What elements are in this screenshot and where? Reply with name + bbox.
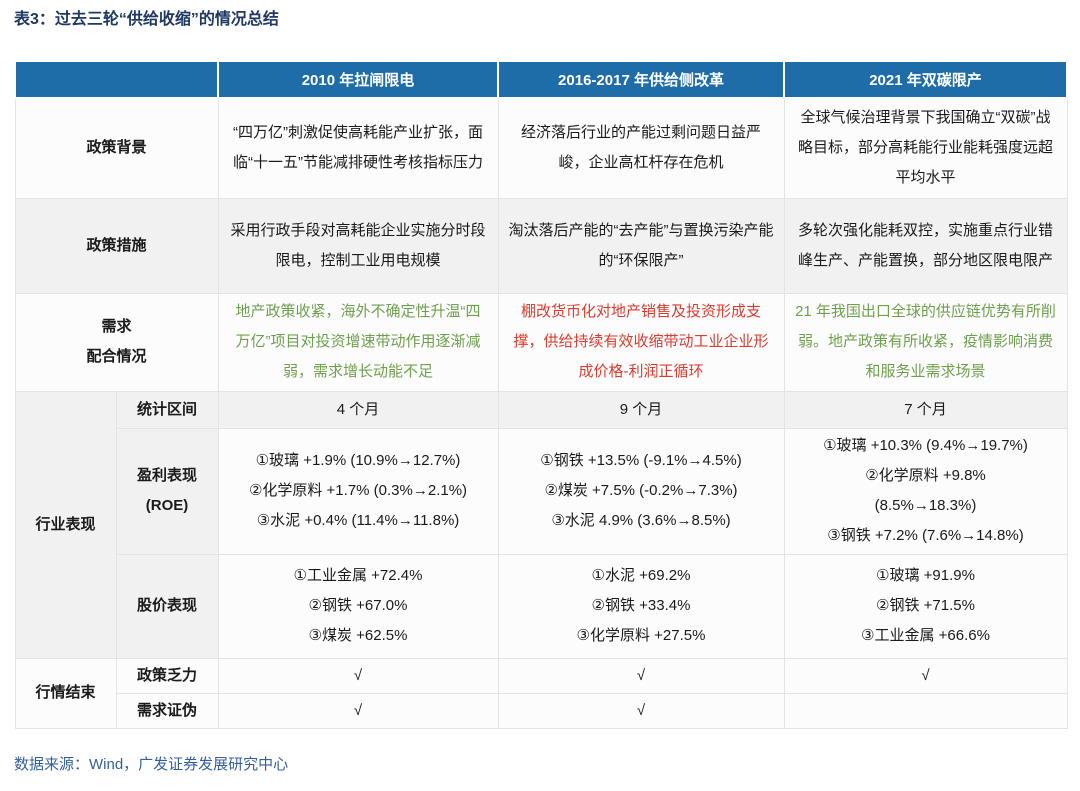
cell-stat-period-2010: 4 个月 [217, 390, 499, 429]
report-page: 表3：过去三轮“供给收缩”的情况总结 2010 年拉闸限电 2016-2017 … [14, 11, 1068, 773]
header-row: 2010 年拉闸限电 2016-2017 年供给侧改革 2021 年双碳限产 [14, 60, 1068, 99]
cell-policy-background-2010: “四万亿”刺激促使高耗能产业扩张，面临“十一五”节能减排硬性考核指标压力 [217, 97, 499, 199]
merged-label-industry-performance: 行业表现 [14, 390, 117, 659]
cell-roe-2010: ①玻璃 +1.9% (10.9%→12.7%) ②化学原料 +1.7% (0.3… [217, 427, 499, 555]
sublabel-roe-performance: 盈利表现 (ROE) [115, 427, 219, 555]
sublabel-stat-period: 统计区间 [115, 390, 219, 429]
cell-policy-measures-2021: 多轮次强化能耗双控，实施重点行业错峰生产、产能置换，部分地区限电限产 [783, 197, 1068, 294]
cell-policy-measures-2016: 淘汰落后产能的“去产能”与置换污染产能的“环保限产” [497, 197, 785, 294]
checkmark-policy-fatigue-2016: √ [497, 657, 785, 694]
header-corner [14, 60, 219, 99]
cell-policy-background-2021: 全球气候治理背景下我国确立“双碳”战略目标，部分高耗能行业能耗强度远超平均水平 [783, 97, 1068, 199]
cell-stock-2010: ①工业金属 +72.4% ②钢铁 +67.0% ③煤炭 +62.5% [217, 553, 499, 659]
header-col-2016-2017: 2016-2017 年供给侧改革 [497, 60, 785, 99]
row-policy-fatigue: 行情结束 政策乏力 √ √ √ [14, 657, 1068, 729]
cell-stat-period-2016: 9 个月 [497, 390, 785, 429]
cell-stock-2016: ①水泥 +69.2% ②钢铁 +33.4% ③化学原料 +27.5% [497, 553, 785, 659]
cell-policy-background-2016: 经济落后行业的产能过剩问题日益严峻，企业高杠杆存在危机 [497, 97, 785, 199]
row-stat-period: 行业表现 统计区间 4 个月 9 个月 7 个月 [14, 390, 1068, 659]
checkmark-demand-falsified-2021 [783, 692, 1068, 729]
cell-stat-period-2021: 7 个月 [783, 390, 1068, 429]
sublabel-policy-fatigue: 政策乏力 [115, 657, 219, 694]
sublabel-stock-performance: 股价表现 [115, 553, 219, 659]
supply-contraction-summary-table: 2010 年拉闸限电 2016-2017 年供给侧改革 2021 年双碳限产 政… [14, 60, 1068, 729]
label-policy-background: 政策背景 [14, 97, 219, 199]
checkmark-demand-falsified-2016: √ [497, 692, 785, 729]
cell-stock-2021: ①玻璃 +91.9% ②钢铁 +71.5% ③工业金属 +66.6% [783, 553, 1068, 659]
row-stock-performance: 股价表现 ①工业金属 +72.4% ②钢铁 +67.0% ③煤炭 +62.5% … [15, 553, 1068, 659]
page-title: 表3：过去三轮“供给收缩”的情况总结 [14, 11, 279, 28]
cell-roe-2016: ①钢铁 +13.5% (-9.1%→4.5%) ②煤炭 +7.5% (-0.2%… [497, 427, 785, 555]
checkmark-demand-falsified-2010: √ [217, 692, 499, 729]
sublabel-demand-falsified: 需求证伪 [115, 692, 219, 729]
label-policy-measures: 政策措施 [14, 197, 219, 294]
label-demand-cooperation: 需求 配合情况 [14, 292, 219, 392]
header-col-2010: 2010 年拉闸限电 [217, 60, 499, 99]
row-policy-background: 政策背景 “四万亿”刺激促使高耗能产业扩张，面临“十一五”节能减排硬性考核指标压… [14, 97, 1068, 199]
row-demand-cooperation: 需求 配合情况 地产政策收紧，海外不确定性升温“四万亿”项目对投资增速带动作用逐… [14, 292, 1068, 392]
cell-demand-2010: 地产政策收紧，海外不确定性升温“四万亿”项目对投资增速带动作用逐渐减弱，需求增长… [217, 292, 499, 392]
checkmark-policy-fatigue-2021: √ [783, 657, 1068, 694]
cell-demand-2016: 棚改货币化对地产销售及投资形成支撑，供给持续有效收缩带动工业企业形成价格-利润正… [497, 292, 785, 392]
cell-roe-2021: ①玻璃 +10.3% (9.4%→19.7%) ②化学原料 +9.8% (8.5… [783, 427, 1068, 555]
row-demand-falsified: 需求证伪 √ √ [15, 692, 1068, 729]
checkmark-policy-fatigue-2010: √ [217, 657, 499, 694]
row-roe-performance: 盈利表现 (ROE) ①玻璃 +1.9% (10.9%→12.7%) ②化学原料… [15, 427, 1068, 555]
header-col-2021: 2021 年双碳限产 [783, 60, 1068, 99]
row-policy-measures: 政策措施 采用行政手段对高耗能企业实施分时段限电，控制工业用电规模 淘汰落后产能… [14, 197, 1068, 294]
cell-demand-2021: 21 年我国出口全球的供应链优势有所削弱。地产政策有所收紧，疫情影响消费和服务业… [783, 292, 1068, 392]
cell-policy-measures-2010: 采用行政手段对高耗能企业实施分时段限电，控制工业用电规模 [217, 197, 499, 294]
merged-label-rally-end: 行情结束 [14, 657, 117, 729]
data-source-note: 数据来源：Wind，广发证券发展研究中心 [14, 755, 289, 773]
